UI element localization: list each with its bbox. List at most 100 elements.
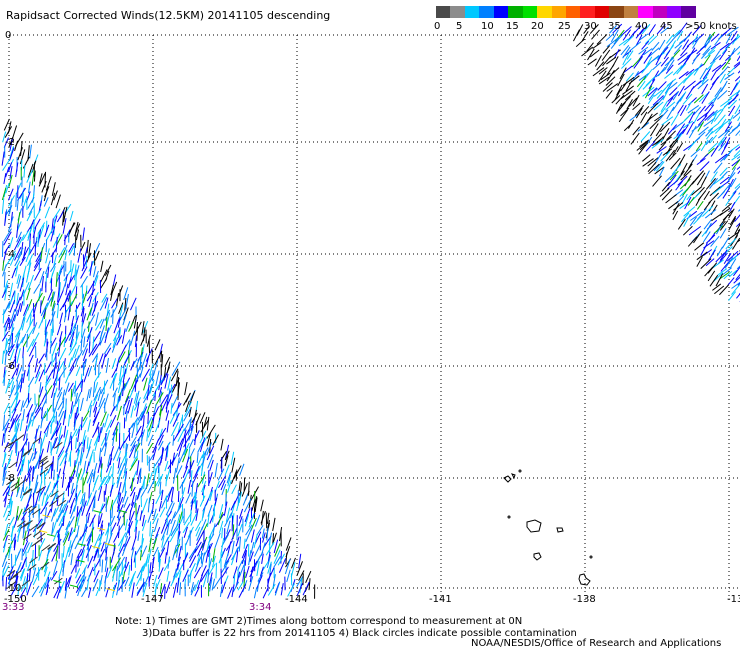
wind-barb — [654, 114, 664, 122]
wind-barb — [10, 584, 18, 596]
wind-barb — [286, 569, 291, 583]
wind-barb — [698, 126, 709, 136]
wind-barb — [100, 411, 107, 427]
wind-barb — [1, 241, 4, 257]
wind-barb — [56, 509, 64, 523]
wind-barb — [119, 304, 124, 318]
wind-barb — [20, 511, 28, 521]
wind-barb — [33, 283, 41, 294]
wind-barb — [147, 424, 153, 438]
wind-barb — [666, 106, 675, 120]
wind-barb — [122, 571, 126, 584]
wind-barb — [79, 447, 83, 463]
wind-barb — [652, 61, 662, 71]
wind-barb — [13, 539, 17, 551]
wind-barb — [277, 553, 286, 566]
wind-barb — [75, 461, 80, 477]
wind-barb — [68, 516, 75, 528]
wind-barb — [648, 47, 660, 58]
wind-barb — [27, 412, 33, 428]
wind-barb — [44, 507, 47, 524]
wind-barb — [660, 151, 671, 162]
wind-barb — [17, 508, 23, 521]
wind-barb — [92, 394, 99, 407]
wind-barb — [273, 549, 281, 564]
wind-barb — [55, 234, 63, 247]
wind-barb — [638, 144, 647, 155]
latitude-label: -4 — [5, 249, 15, 260]
wind-barb — [194, 562, 200, 572]
wind-barb — [212, 497, 218, 512]
wind-barb — [153, 518, 159, 532]
wind-barb — [709, 54, 722, 65]
wind-barb — [50, 278, 53, 291]
wind-barb — [704, 35, 713, 49]
wind-barb — [224, 464, 230, 476]
wind-barb — [195, 508, 199, 521]
wind-barb — [32, 530, 42, 538]
wind-barb — [208, 472, 213, 484]
wind-barb — [26, 580, 28, 593]
wind-barb — [728, 178, 734, 189]
wind-barb — [161, 396, 169, 412]
wind-barb — [680, 169, 692, 181]
wind-barb — [4, 441, 14, 449]
wind-barb — [53, 580, 62, 583]
legend-label: 20 — [531, 21, 544, 32]
wind-barb — [230, 504, 236, 519]
wind-barb — [602, 45, 611, 54]
wind-barb — [674, 40, 684, 49]
wind-barb — [733, 79, 740, 91]
wind-barb — [39, 457, 48, 465]
wind-barb — [83, 471, 89, 486]
wind-barb — [594, 55, 602, 67]
wind-barb — [606, 37, 620, 48]
wind-barb — [41, 558, 49, 571]
wind-barb — [3, 338, 9, 354]
wind-barb — [80, 306, 85, 317]
wind-barb — [62, 500, 69, 514]
wind-barb — [214, 532, 221, 549]
wind-barb — [654, 166, 665, 175]
wind-barb — [683, 144, 693, 152]
legend-swatch — [609, 6, 624, 18]
wind-barb — [721, 119, 731, 126]
wind-barb — [185, 400, 190, 413]
wind-barb — [714, 87, 722, 98]
wind-barb — [38, 509, 41, 522]
wind-barb — [26, 333, 29, 348]
wind-barb — [51, 322, 54, 336]
wind-barb — [56, 361, 61, 377]
wind-barb — [74, 355, 80, 368]
wind-barb — [199, 495, 206, 507]
wind-barb — [57, 499, 67, 507]
wind-barb — [4, 458, 12, 471]
wind-barb — [2, 260, 5, 271]
wind-barb — [714, 153, 728, 164]
wind-barb — [172, 412, 180, 427]
wind-barb — [248, 576, 254, 591]
wind-barb — [177, 530, 180, 546]
wind-barb — [735, 222, 740, 228]
wind-barb — [575, 38, 585, 48]
wind-barb — [9, 573, 19, 581]
wind-barb — [12, 570, 22, 578]
wind-barb — [9, 138, 13, 152]
wind-barb — [100, 541, 105, 552]
wind-barb — [183, 418, 191, 432]
wind-barb — [105, 317, 108, 332]
wind-barb — [636, 140, 649, 151]
wind-barb — [648, 87, 658, 100]
wind-barb — [65, 441, 72, 453]
wind-barb — [50, 226, 56, 242]
wind-barb — [79, 526, 88, 541]
wind-barb — [167, 376, 172, 391]
wind-barb — [31, 415, 35, 427]
wind-barb — [116, 556, 126, 572]
wind-barb — [101, 559, 104, 573]
wind-barb — [2, 418, 10, 431]
wind-barb — [158, 434, 164, 446]
wind-barb — [11, 368, 18, 380]
wind-barb — [231, 471, 237, 485]
wind-barb — [14, 399, 21, 411]
